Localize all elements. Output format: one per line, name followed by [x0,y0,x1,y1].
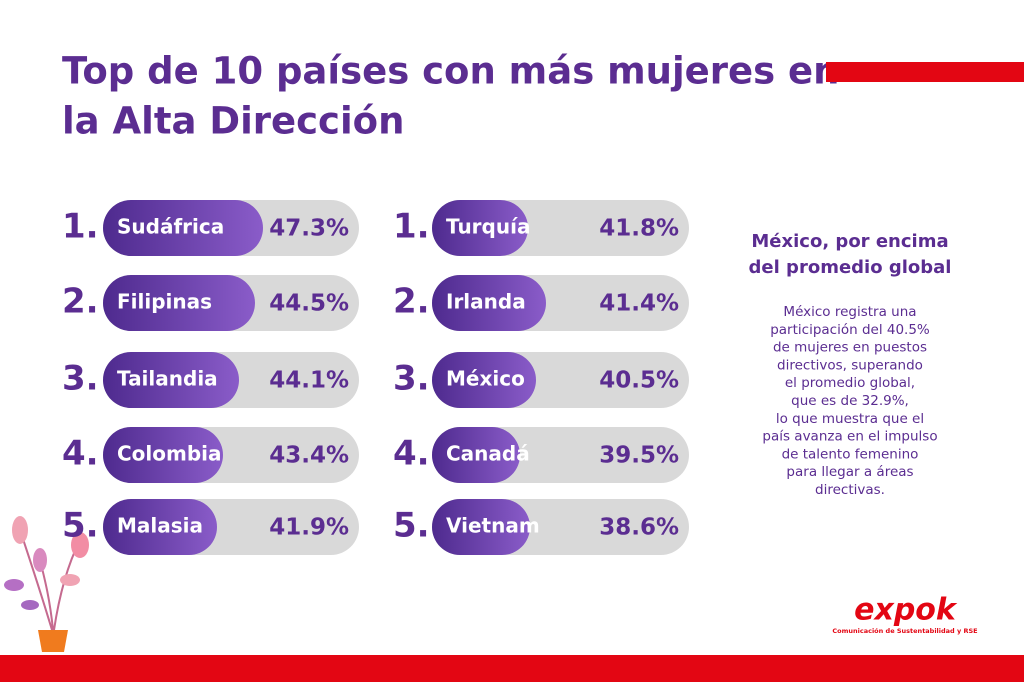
sidebar-body: México registra una [783,304,916,320]
sidebar-body: para llegar a áreas [786,464,913,480]
percentage: 44.1% [269,368,349,394]
title: Top de 10 países con más mujeres en [62,50,839,93]
pill-fill [432,275,546,331]
pill-fill [432,427,520,483]
percentage: 39.5% [599,443,679,469]
country: Tailandia [117,367,218,391]
title: la Alta Dirección [62,100,404,143]
rank: 5. [62,506,99,546]
sidebar-body: que es de 32.9%, [791,393,909,409]
country: Sudáfrica [117,215,224,239]
sidebar-body: de mujeres en puestos [773,340,927,356]
rank: 2. [393,282,430,322]
rank: 1. [393,207,430,247]
accent-bar [826,62,1024,82]
rank: 3. [62,359,99,399]
country: Turquía [446,215,530,239]
pill-fill [103,427,223,483]
country: Malasia [117,514,203,538]
rank: 3. [393,359,430,399]
sidebar-body: de talento femenino [782,446,919,462]
percentage: 41.8% [599,216,679,242]
country: Canadá [446,442,530,466]
pill-fill [432,200,528,256]
country: Vietnam [446,514,540,538]
percentage: 47.3% [269,216,349,242]
sidebar-body: país avanza en el impulso [762,429,937,445]
country: México [446,367,525,391]
rank: 4. [62,434,99,474]
logo-tagline: Comunicación de Sustentabilidad y RSE [832,627,977,635]
footer-bar [0,655,1024,682]
sidebar-body: directivas. [815,482,885,498]
pill-fill [103,352,239,408]
percentage: 40.5% [599,368,679,394]
logo: expok [854,593,958,628]
rank: 5. [393,506,430,546]
sidebar-body: lo que muestra que el [776,411,924,427]
percentage: 43.4% [269,443,349,469]
country: Filipinas [117,290,212,314]
plant-illustration [4,516,89,652]
pill-fill [103,200,263,256]
pill-fill [103,499,217,555]
sidebar-body: participación del 40.5% [770,322,930,338]
sidebar-body: el promedio global, [785,375,915,391]
percentage: 41.9% [269,515,349,541]
sidebar-body: directivos, superando [777,357,923,373]
sidebar-heading: del promedio global [749,257,952,278]
pill-fill [432,499,530,555]
country: Irlanda [446,290,526,314]
pill-fill [103,275,255,331]
sidebar-heading: México, por encima [751,231,948,252]
country: Colombia [117,442,222,466]
percentage: 41.4% [599,291,679,317]
rank: 4. [393,434,430,474]
percentage: 38.6% [599,515,679,541]
percentage: 44.5% [269,291,349,317]
rank: 1. [62,207,99,247]
pill-fill [432,352,536,408]
rank: 2. [62,282,99,322]
